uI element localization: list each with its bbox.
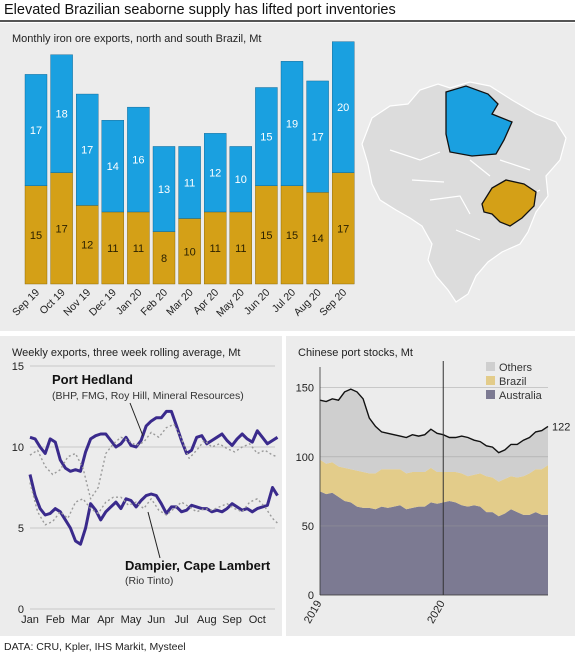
annotation-leader-line bbox=[147, 511, 161, 559]
line-x-tick: Aug bbox=[197, 614, 217, 626]
bar-north-label: 19 bbox=[286, 119, 298, 131]
bar-chart-title: Monthly iron ore exports, north and sout… bbox=[12, 33, 261, 45]
bar-south-label: 15 bbox=[260, 230, 272, 242]
dotted-series-line bbox=[29, 423, 278, 500]
bar-south-label: 11 bbox=[209, 243, 220, 255]
annotation-dampier: Dampier, Cape Lambert bbox=[125, 558, 271, 573]
line-x-tick: Feb bbox=[46, 614, 65, 626]
area-australia bbox=[320, 491, 548, 595]
bar-south-label: 17 bbox=[55, 223, 67, 235]
bar-south-label: 10 bbox=[183, 246, 195, 258]
bar-north bbox=[280, 61, 304, 186]
bar-north-label: 15 bbox=[260, 132, 272, 144]
bar-north bbox=[75, 93, 99, 206]
annotation-leader-line bbox=[129, 402, 144, 437]
area-y-tick: 150 bbox=[296, 383, 314, 395]
bar-south-label: 11 bbox=[235, 243, 246, 255]
source-note: DATA: CRU, Kpler, IHS Markit, Mysteel bbox=[4, 641, 186, 653]
line-x-tick: Oct bbox=[249, 614, 266, 626]
bar-north-label: 11 bbox=[184, 177, 195, 189]
area-y-tick: 100 bbox=[296, 452, 314, 464]
bar-north-label: 17 bbox=[81, 145, 93, 157]
legend-label: Brazil bbox=[499, 376, 527, 388]
line-y-tick: 0 bbox=[18, 604, 24, 616]
annotation-port-hedland: Port Hedland bbox=[52, 372, 133, 387]
bar-north bbox=[332, 41, 355, 173]
area-chart-title: Chinese port stocks, Mt bbox=[298, 347, 413, 359]
para-state bbox=[445, 85, 513, 157]
minas-gerais-state bbox=[481, 179, 537, 227]
weekly-panel bbox=[0, 336, 282, 636]
line-x-tick: Sep bbox=[222, 614, 242, 626]
line-x-tick: Mar bbox=[71, 614, 90, 626]
legend-swatch bbox=[486, 376, 495, 385]
bar-south-label: 11 bbox=[107, 243, 118, 255]
area-y-tick: 50 bbox=[302, 521, 314, 533]
bar-north bbox=[24, 74, 48, 186]
bar-north-label: 12 bbox=[209, 168, 221, 180]
bar-north bbox=[229, 146, 253, 213]
bar-north-label: 10 bbox=[235, 174, 247, 186]
bar-north-label: 17 bbox=[311, 132, 323, 144]
line-x-tick: May bbox=[121, 614, 142, 626]
bar-north bbox=[152, 146, 176, 232]
bar-north bbox=[203, 133, 227, 213]
bar-north-label: 14 bbox=[107, 161, 119, 173]
bar-south-label: 15 bbox=[286, 230, 298, 242]
bar-north-label: 20 bbox=[337, 102, 349, 114]
bar-south-label: 15 bbox=[30, 230, 42, 242]
total-stocks-line bbox=[319, 388, 549, 454]
end-value-label: 122 bbox=[552, 421, 570, 433]
header-rule bbox=[0, 20, 575, 22]
legend-label: Australia bbox=[499, 390, 543, 402]
bar-south-label: 14 bbox=[311, 233, 323, 245]
bar-south-label: 11 bbox=[133, 243, 144, 255]
annotation-port-hedland-sub: (BHP, FMG, Roy Hill, Mineral Resources) bbox=[52, 390, 244, 402]
bar-south-label: 12 bbox=[81, 240, 93, 252]
line-x-tick: Jul bbox=[175, 614, 189, 626]
legend-swatch bbox=[486, 362, 495, 371]
bar-north-label: 17 bbox=[30, 125, 42, 137]
solid-series-line bbox=[28, 474, 279, 546]
bar-north bbox=[255, 87, 278, 186]
line-x-tick: Jun bbox=[147, 614, 165, 626]
legend-label: Others bbox=[499, 362, 533, 374]
bar-north bbox=[306, 80, 329, 193]
bar-north-label: 18 bbox=[55, 109, 67, 121]
line-y-tick: 5 bbox=[18, 523, 24, 535]
line-y-tick: 10 bbox=[12, 442, 24, 454]
bar-north bbox=[101, 120, 125, 213]
line-x-tick: Jan bbox=[21, 614, 39, 626]
area-others bbox=[320, 389, 548, 482]
line-y-tick: 15 bbox=[12, 361, 24, 373]
line-chart-title: Weekly exports, three week rolling avera… bbox=[12, 347, 240, 359]
line-x-tick: Apr bbox=[97, 614, 114, 626]
solid-series-line bbox=[29, 409, 279, 473]
brazil-state-borders bbox=[389, 149, 541, 241]
legend-swatch bbox=[486, 390, 495, 399]
bar-north bbox=[178, 146, 201, 219]
bar-south-label: 17 bbox=[337, 223, 349, 235]
brazil-map bbox=[361, 81, 567, 303]
bar-north-label: 13 bbox=[158, 184, 170, 196]
bar-north bbox=[50, 54, 73, 173]
bar-north bbox=[127, 106, 150, 213]
area-y-tick: 0 bbox=[308, 590, 314, 602]
bar-north-label: 16 bbox=[132, 155, 144, 167]
bar-south-label: 8 bbox=[161, 253, 167, 265]
area-brazil bbox=[320, 459, 548, 517]
brazil-outline bbox=[361, 81, 567, 303]
annotation-dampier-sub: (Rio Tinto) bbox=[125, 575, 173, 587]
headline: Elevated Brazilian seaborne supply has l… bbox=[4, 2, 396, 18]
